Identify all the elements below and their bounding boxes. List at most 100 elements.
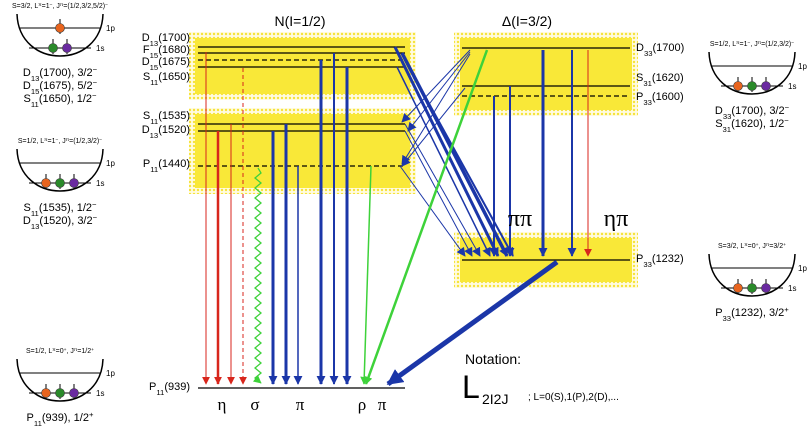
well-caption: P33(1232), 3/2+ [715,305,789,323]
text-part: 11 [150,78,158,87]
delta-level-label: P33(1232) [636,253,684,269]
text-part: (1232), 3/2 [731,307,784,319]
quark [748,82,757,91]
text-part: 11 [156,388,164,397]
diagram: N(I=1/2)Δ(I=3/2)D13(1700)F15(1680)D15(16… [0,0,808,430]
text-part: 13 [150,39,159,48]
quark [762,82,771,91]
text-part: =(1/2,3/2,5/2) [63,3,105,10]
text-part: D [142,32,150,44]
text-part: P [149,381,156,393]
text-part: (1680) [158,44,190,56]
notation-index: 2I2J [482,391,508,407]
quark [70,389,79,398]
delta-level-label: P33(1600) [636,91,684,107]
text-part: (939) [164,381,190,393]
text-part: 33 [644,49,653,58]
text-part: =1 [48,138,56,145]
well-header: S=1/2, Lπ=1−, Jπ=(1/2,3/2)− [710,41,794,49]
text-part: , J [67,348,74,355]
shell-label: 1s [788,82,796,91]
text-part: S [23,202,30,214]
band [460,38,632,110]
shell-label: 1s [96,389,104,398]
text-part: D [142,124,150,136]
quark [49,44,58,53]
text-part: 11 [150,165,158,174]
text-part: D [23,215,31,227]
shell-label: 1s [96,44,104,53]
notation-symbol: L [462,369,480,405]
text-part: =0 [56,348,64,355]
text-part: P [636,253,643,265]
text-part: (1650) [158,71,190,83]
delta-level-label: S31(1620) [636,72,684,88]
quark [63,44,72,53]
text-part: 31 [643,79,652,88]
shell-label: 1p [106,24,115,33]
text-part: (1675), 5/2 [39,80,92,92]
text-part: + [91,348,94,353]
text-part: S [143,71,150,83]
text-part: (1700), 3/2 [731,105,784,117]
text-part: (1620) [652,72,684,84]
well-caption: P11(939), 1/2+ [27,410,94,428]
text-part: S [143,110,150,122]
text-part: S [715,118,722,130]
text-part: (1520), 3/2 [39,215,92,227]
text-part: (1232) [652,253,684,265]
shell-label: 1s [788,284,796,293]
text-part: P [715,307,722,319]
text-part: 11 [150,117,158,126]
text-part: (1620), 1/2 [731,118,784,130]
text-part: , J [53,3,60,10]
text-part: − [791,41,794,46]
text-part: (1700) [158,32,190,44]
text-part: − [785,103,790,112]
text-part: 15 [150,51,159,60]
text-part: − [784,116,789,125]
text-part: =1/2 [77,348,91,355]
decay-label: σ [250,395,259,414]
text-part: (1535), 1/2 [39,202,92,214]
nucleon-level-label: D15(1675) [142,56,190,72]
text-part: (1700) [653,42,685,54]
text-part: + [784,305,789,314]
text-part: 33 [723,314,732,323]
text-part: 11 [34,419,42,428]
text-part: − [93,78,98,87]
quark [42,389,51,398]
well-header: S=1/2, Lπ=0+, Jπ=1/2+ [26,348,94,356]
text-part: − [105,3,108,8]
text-part: − [93,65,98,74]
text-part: S=1/2, L [18,138,44,145]
shell-label: 1p [106,159,115,168]
quark [56,179,65,188]
transition-arrow [400,166,465,256]
text-part: 13 [31,222,40,231]
text-part: − [92,91,97,100]
text-part: =1 [42,3,50,10]
text-part: (1675) [158,56,190,68]
quark [734,82,743,91]
decay-label: π [378,395,387,414]
text-part: , J [759,243,766,250]
text-part: + [89,410,94,419]
sigma-wavy-arrow [255,168,261,383]
text-part: 33 [643,260,652,269]
text-part: (1440) [158,158,190,170]
quark [56,389,65,398]
text-part: S=3/2, L [718,243,744,250]
text-part: =(1/2,3/2) [761,41,791,48]
quark [748,284,757,293]
body: {"titles": {"nucleon": "N(I=1/2)", "delt… [0,0,808,430]
shell-label: 1s [96,179,104,188]
nucleon-level-label: P11(939) [149,381,190,397]
text-part: =(1/2,3/2) [69,138,99,145]
delta-level-label: D33(1700) [636,42,684,58]
nucleon-level-label: P11(1440) [143,158,190,174]
text-part: P [143,158,150,170]
text-part: D [23,67,31,79]
well-header: S=3/2, Lπ=0+, Jπ=3/2+ [718,243,786,251]
text-part: + [783,243,786,248]
